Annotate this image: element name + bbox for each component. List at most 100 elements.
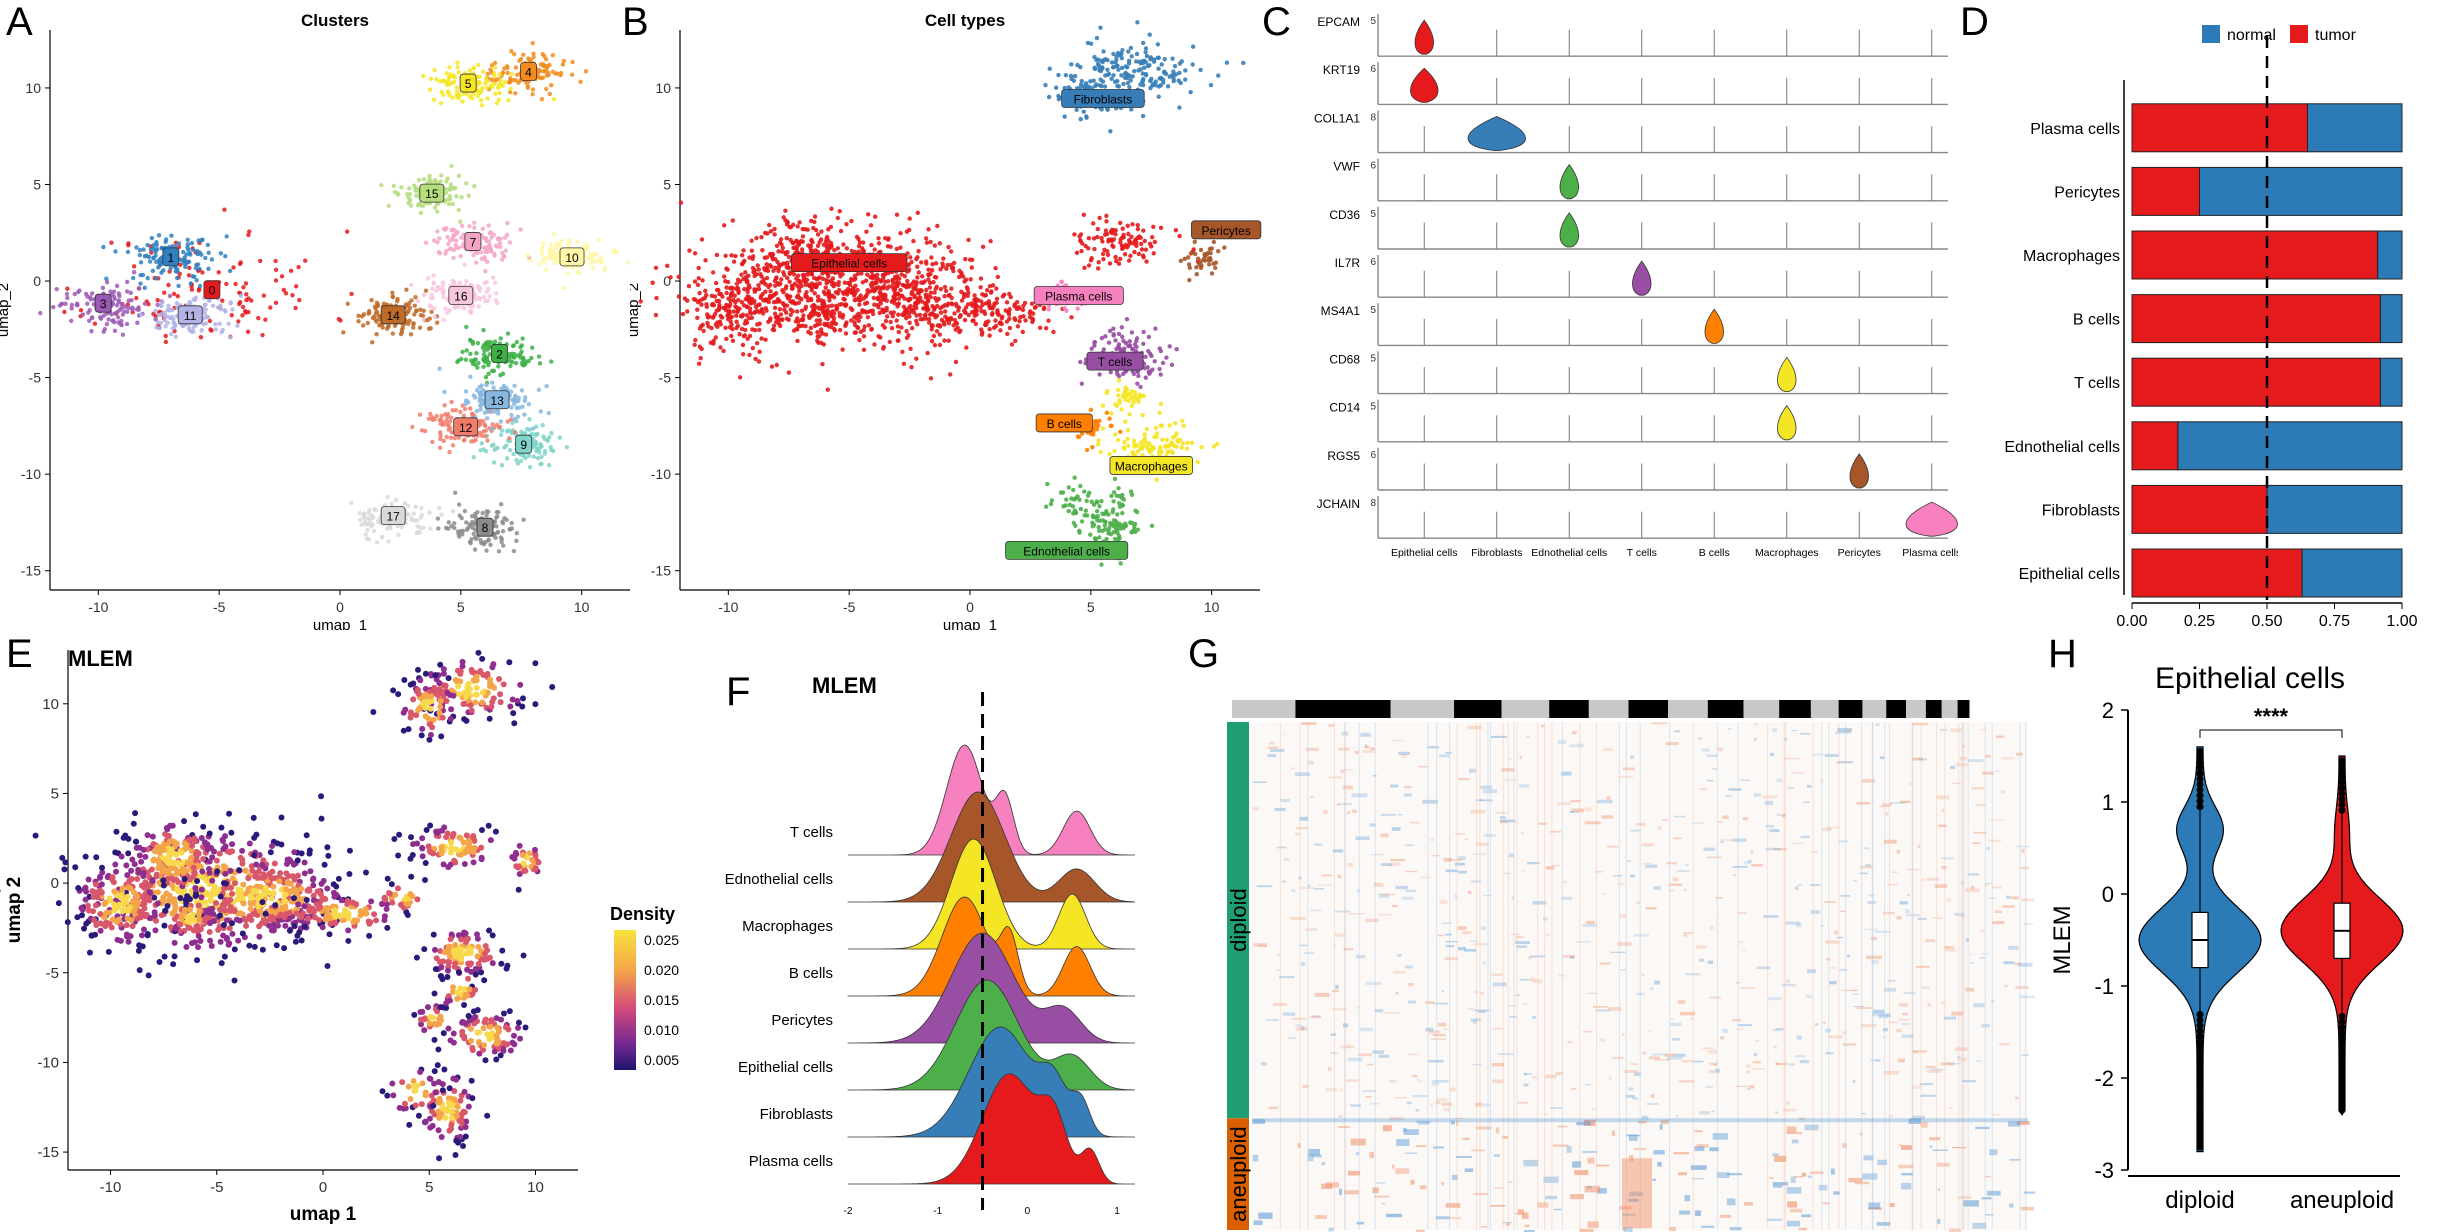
celltype-point: [932, 274, 938, 280]
celltype-point: [1063, 72, 1069, 78]
cluster-point: [442, 389, 447, 395]
celltype-point: [723, 279, 728, 284]
cluster-point: [389, 501, 394, 507]
celltype-point: [1134, 51, 1140, 57]
cluster-point: [411, 321, 416, 327]
celltype-point: [766, 299, 771, 305]
celltype-point: [1099, 335, 1105, 341]
x-tick-label: 10: [574, 599, 590, 615]
cluster-point: [446, 82, 452, 87]
cluster-point: [485, 438, 490, 443]
cluster-point: [494, 524, 499, 529]
celltype-point: [832, 328, 838, 333]
celltype-point: [1177, 105, 1182, 110]
celltype-point: [1033, 304, 1038, 310]
cluster-point: [409, 282, 414, 288]
cluster-point: [198, 335, 204, 340]
celltype-point: [1118, 561, 1123, 566]
celltype-point: [757, 349, 762, 354]
density-point: [333, 883, 340, 890]
celltype-point: [909, 325, 915, 331]
celltype-point: [777, 306, 783, 312]
celltype-point: [1092, 343, 1097, 348]
celltype-point: [1088, 532, 1093, 537]
cluster-point: [151, 311, 156, 317]
celltype-point: [1185, 440, 1190, 446]
y-tick-label: -5: [29, 370, 42, 386]
celltype-point: [817, 318, 823, 323]
cluster-point: [478, 98, 484, 103]
celltype-point: [1062, 114, 1067, 119]
celltype-label-box: [1086, 351, 1144, 371]
celltype-point: [704, 304, 710, 309]
celltype-point: [740, 342, 746, 348]
cluster-point: [492, 81, 497, 87]
cluster-point: [365, 320, 370, 326]
cluster-point: [381, 301, 387, 306]
cluster-point: [565, 271, 571, 276]
celltype-point: [994, 300, 999, 305]
cluster-point: [197, 283, 203, 289]
cluster-point: [431, 238, 437, 243]
cluster-point: [507, 436, 512, 441]
celltype-point: [1095, 514, 1101, 519]
celltype-point: [1155, 42, 1161, 47]
celltype-point: [725, 267, 730, 272]
celltype-point: [1104, 410, 1110, 416]
celltype-point: [915, 264, 920, 269]
celltype-point: [803, 292, 808, 298]
celltype-point: [878, 279, 884, 284]
cluster-point: [427, 316, 432, 321]
cluster-point: [502, 254, 507, 259]
cluster-point: [492, 253, 497, 258]
cluster-point: [502, 445, 507, 450]
x-tick-label: -5: [213, 599, 226, 615]
celltype-point: [856, 236, 861, 242]
cluster-point: [531, 55, 536, 60]
cluster-point: [484, 355, 490, 360]
cluster-point: [477, 384, 482, 390]
celltype-point: [923, 295, 929, 300]
celltype-point: [1114, 346, 1119, 352]
cluster-point: [192, 297, 198, 302]
cluster-point: [496, 425, 502, 430]
celltype-point: [722, 223, 727, 228]
celltype-point: [843, 302, 849, 308]
celltype-point: [787, 279, 792, 284]
celltype-point: [915, 255, 920, 260]
cluster-point: [462, 508, 468, 514]
density-point: [183, 943, 190, 950]
cluster-point: [450, 408, 455, 413]
cluster-point: [505, 220, 510, 226]
celltype-point: [678, 200, 684, 205]
celltype-point: [1102, 523, 1108, 528]
celltype-point: [1030, 311, 1036, 316]
celltype-point: [1096, 260, 1101, 265]
celltype-point: [1115, 50, 1121, 56]
celltype-point: [1119, 65, 1125, 71]
celltype-point: [1158, 372, 1163, 377]
cluster-point: [421, 308, 426, 314]
celltype-point: [1041, 305, 1047, 310]
cluster-point: [283, 291, 289, 296]
tumor-bar: [2131, 230, 2379, 280]
celltype-point: [813, 227, 819, 233]
celltype-point: [1136, 68, 1141, 73]
celltype-point: [1046, 307, 1051, 312]
cluster-point: [256, 315, 261, 321]
cluster-point: [356, 313, 361, 319]
cluster-point: [449, 430, 454, 435]
celltype-point: [784, 303, 790, 308]
cluster-point: [430, 286, 435, 291]
celltype-point: [1119, 73, 1124, 78]
celltype-point: [676, 294, 682, 299]
celltype-point: [1169, 440, 1175, 445]
cluster-point: [466, 193, 471, 198]
cluster-point: [546, 462, 552, 468]
celltype-point: [1184, 446, 1190, 451]
celltype-point: [1077, 497, 1082, 502]
celltype-point: [848, 305, 853, 311]
celltype-point: [1128, 78, 1133, 83]
cluster-point: [515, 461, 521, 466]
celltype-point: [853, 283, 858, 289]
